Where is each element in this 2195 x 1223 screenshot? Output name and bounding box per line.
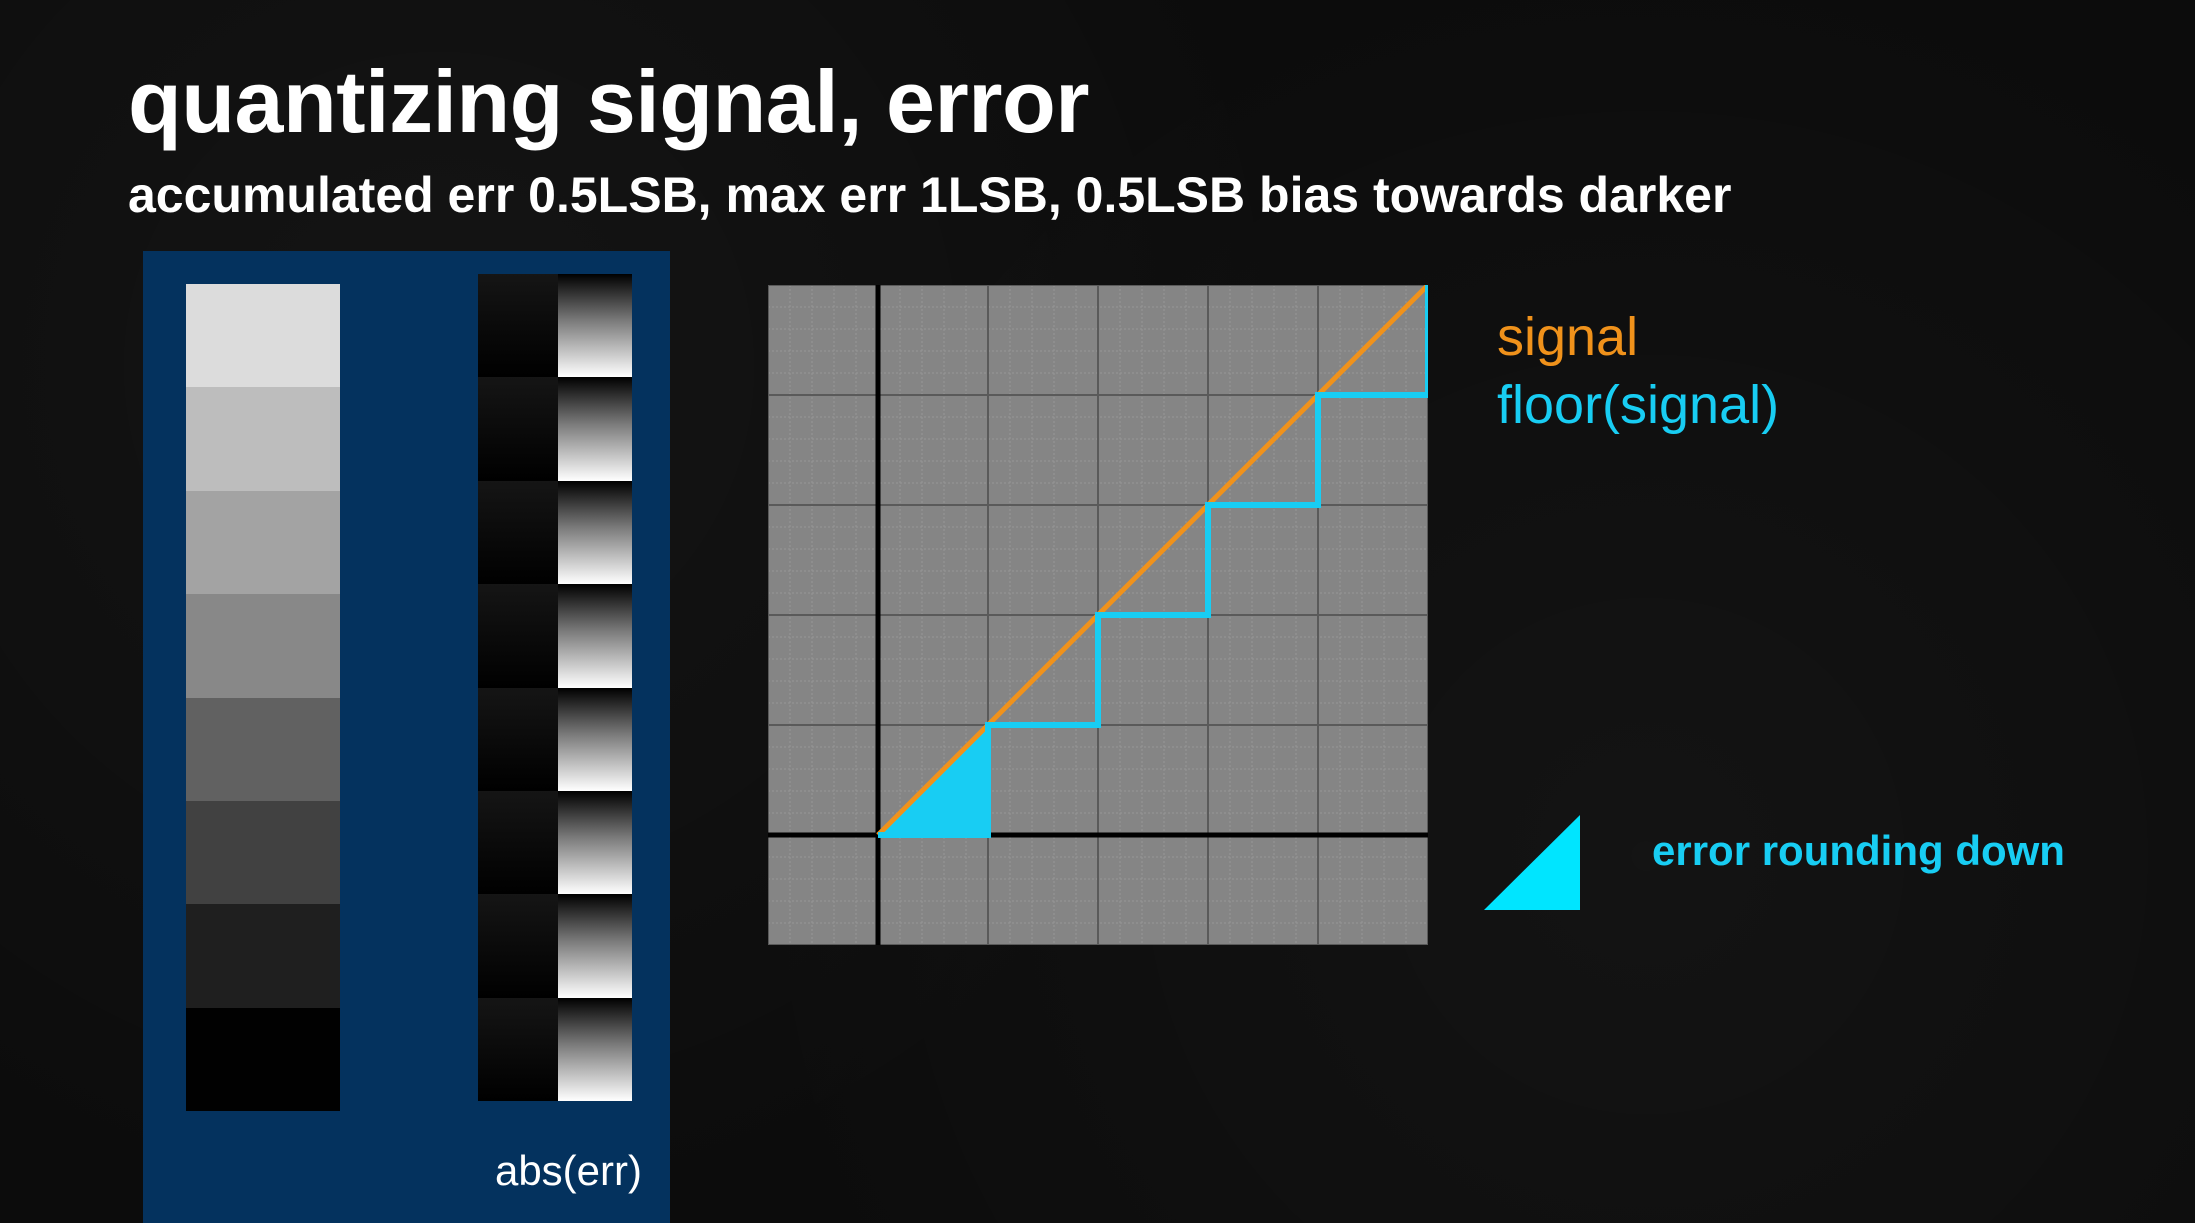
error-dark-cell	[478, 480, 558, 585]
quantization-chart	[768, 285, 1428, 945]
error-label: abs(err)	[494, 1147, 642, 1194]
error-ramp-row	[478, 790, 632, 895]
error-gradient-cell	[558, 480, 632, 585]
error-gradient-cell	[558, 997, 632, 1101]
error-rounding-caption: error rounding down	[1652, 827, 2065, 874]
ramp-step	[186, 1007, 340, 1111]
floor-signal-line	[878, 285, 1428, 838]
error-dark-cell	[478, 687, 558, 791]
error-gradient-cell	[558, 584, 632, 688]
right-triangle-shape	[1484, 815, 1580, 910]
error-gradient-cell	[558, 687, 632, 791]
ramp-step	[186, 594, 340, 698]
error-ramp-row	[478, 584, 632, 688]
error-dark-cell	[478, 894, 558, 998]
error-ramp-column	[478, 274, 632, 1101]
legend-signal: signal	[1497, 307, 1639, 367]
ramp-step	[186, 490, 340, 595]
error-ramp-row	[478, 377, 632, 481]
error-dark-cell	[478, 997, 558, 1101]
right-triangle-icon	[1484, 815, 1580, 910]
error-dark-cell	[478, 274, 558, 378]
error-dark-cell	[478, 377, 558, 481]
error-gradient-cell	[558, 274, 632, 378]
error-dark-cell	[478, 790, 558, 895]
slide-subtitle: accumulated err 0.5LSB, max err 1LSB, 0.…	[128, 167, 1732, 223]
ramp-step	[186, 800, 340, 905]
error-ramp-row	[478, 687, 632, 791]
error-gradient-cell	[558, 377, 632, 481]
error-gradient-cell	[558, 894, 632, 998]
slide-title: quantizing signal, error	[128, 52, 1089, 151]
ramp-step	[186, 904, 340, 1008]
ramp-step	[186, 387, 340, 491]
quantized-gray-ramp	[186, 284, 340, 1111]
error-gradient-cell	[558, 790, 632, 895]
quantization-panel: abs(err)	[143, 251, 670, 1223]
error-ramp-row	[478, 894, 632, 998]
ramp-step	[186, 284, 340, 388]
ramp-step	[186, 697, 340, 801]
error-dark-cell	[478, 584, 558, 688]
error-ramp-row	[478, 997, 632, 1101]
error-ramp-row	[478, 274, 632, 378]
legend-floor-signal: floor(signal)	[1497, 375, 1780, 435]
signal-line	[876, 285, 1428, 837]
error-ramp-row	[478, 480, 632, 585]
